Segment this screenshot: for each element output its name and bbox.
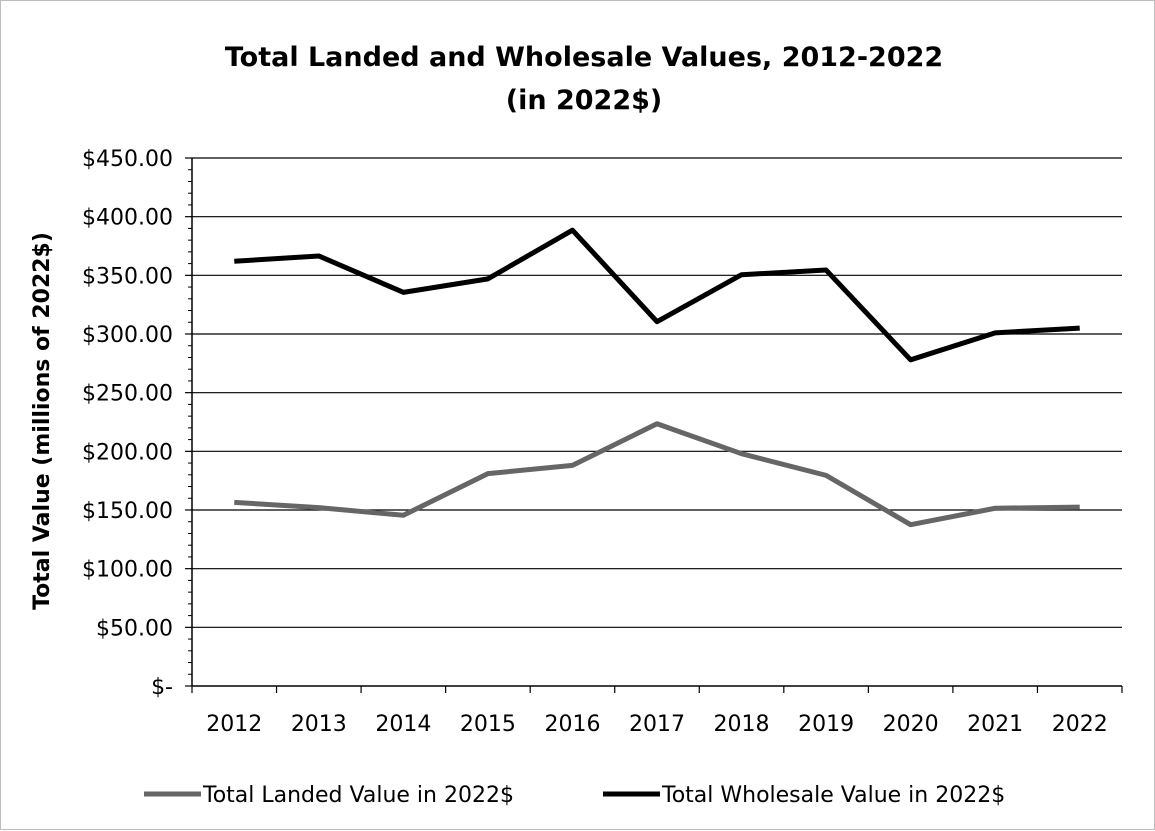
x-tick-label: 2015 xyxy=(460,712,516,737)
gridlines xyxy=(192,157,1122,628)
y-tick-label: $250.00 xyxy=(82,382,173,407)
legend-label-landed: Total Landed Value in 2022$ xyxy=(202,783,514,808)
x-tick-label: 2020 xyxy=(883,712,939,737)
y-tick-labels: $- $50.00 $100.00 $150.00 $200.00 $250.00 $300… xyxy=(82,147,173,700)
legend: Total Landed Value in 2022$ Total Wholes… xyxy=(144,783,1005,808)
chart-title-line-1: Total Landed and Wholesale Values, 2012-… xyxy=(225,42,943,73)
x-tick-labels: 2012 2013 2014 2015 2016 2017 2018 2019 2020 2021… xyxy=(206,712,1107,737)
y-tick-label: $200.00 xyxy=(82,440,173,465)
y-tick-label: $300.00 xyxy=(82,323,173,348)
x-tick-label: 2021 xyxy=(967,712,1023,737)
y-tick-label: $350.00 xyxy=(82,264,173,289)
y-tick-label: $400.00 xyxy=(82,206,173,231)
series-line-landed xyxy=(234,421,1080,528)
y-tick-label: $150.00 xyxy=(82,499,173,524)
x-tick-label: 2016 xyxy=(544,712,600,737)
series-lines xyxy=(234,227,1080,528)
x-tick-label: 2013 xyxy=(291,712,347,737)
axes xyxy=(185,157,1123,693)
x-tick-label: 2022 xyxy=(1052,712,1108,737)
x-tick-label: 2012 xyxy=(206,712,262,737)
y-axis-label: Total Value (millions of 2022$) xyxy=(30,232,55,610)
y-tick-label: $100.00 xyxy=(82,558,173,583)
x-tick-label: 2018 xyxy=(714,712,770,737)
x-tick-label: 2017 xyxy=(629,712,685,737)
y-tick-label: $450.00 xyxy=(82,147,173,172)
x-tick-label: 2014 xyxy=(375,712,431,737)
y-tick-label: $50.00 xyxy=(96,616,173,641)
chart-title-line-2: (in 2022$) xyxy=(506,85,663,116)
x-tick-label: 2019 xyxy=(798,712,854,737)
y-tick-label: $- xyxy=(151,675,173,700)
legend-label-wholesale: Total Wholesale Value in 2022$ xyxy=(661,783,1005,808)
series-line-wholesale xyxy=(234,227,1080,363)
